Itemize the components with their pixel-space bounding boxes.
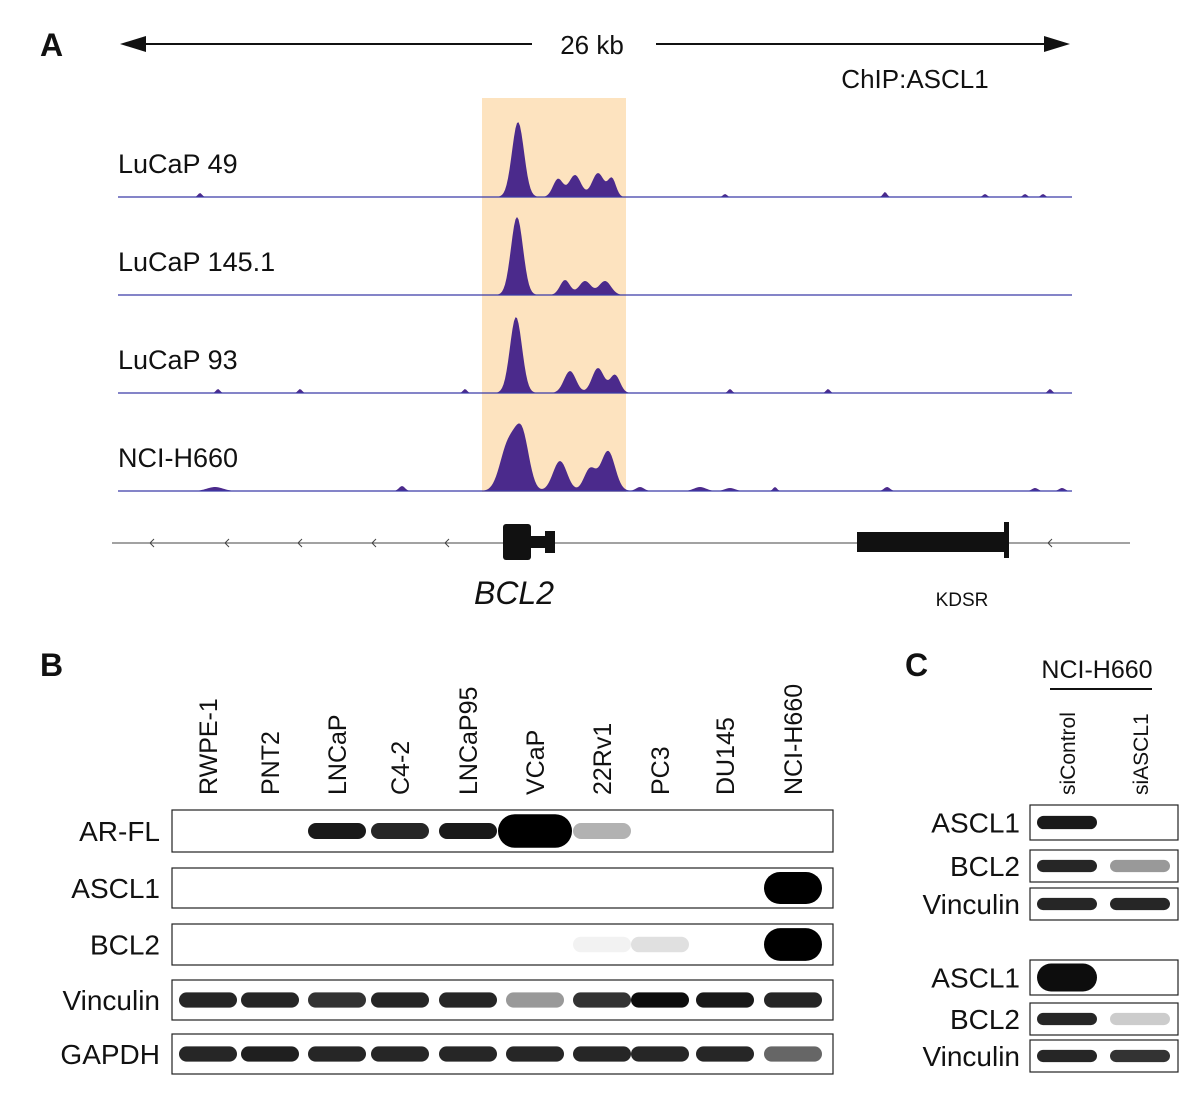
band (241, 992, 299, 1008)
band (1037, 859, 1097, 873)
band (439, 1046, 497, 1062)
band (371, 992, 429, 1008)
arrow-head (1044, 36, 1070, 52)
band (371, 1046, 429, 1062)
blot (1029, 849, 1179, 883)
row-label: AR-FL (79, 816, 160, 847)
signal-track (118, 122, 1072, 197)
gene-label: BCL2 (474, 575, 554, 611)
band (308, 992, 366, 1008)
band (696, 992, 754, 1008)
band (439, 992, 497, 1008)
panel-label: C (905, 647, 928, 683)
row-label: GAPDH (60, 1039, 160, 1070)
lane-label: 22Rv1 (589, 723, 617, 795)
row-label: ASCL1 (931, 808, 1020, 839)
band (573, 936, 631, 953)
strand-arrow (149, 538, 155, 548)
signal-track (118, 317, 1072, 393)
row-label: Vinculin (62, 985, 160, 1016)
band (573, 1046, 631, 1062)
band (506, 992, 564, 1008)
exon (857, 532, 1005, 552)
band (1037, 1049, 1097, 1063)
lane-label: PC3 (647, 746, 675, 795)
row-label: BCL2 (90, 930, 160, 961)
strand-arrow (444, 538, 450, 548)
band (308, 823, 366, 839)
band (241, 1046, 299, 1062)
exon (1004, 522, 1009, 558)
arrow-head (120, 36, 146, 52)
band (631, 936, 689, 953)
band (764, 992, 822, 1008)
panel-label: A (40, 27, 63, 63)
band (573, 992, 631, 1008)
track-label: LuCaP 145.1 (118, 247, 275, 277)
band (764, 1046, 822, 1062)
lane-label: DU145 (712, 717, 740, 795)
group-label: NCI-H660 (1041, 656, 1152, 684)
lane-label: NCI-H660 (780, 684, 808, 795)
band (1110, 1049, 1170, 1063)
band (371, 823, 429, 839)
strand-arrow (224, 538, 230, 548)
row-label: BCL2 (950, 1004, 1020, 1035)
signal-track (118, 423, 1072, 491)
exon (545, 531, 555, 553)
scale-label: 26 kb (560, 30, 624, 60)
band (631, 1046, 689, 1062)
band (696, 1046, 754, 1062)
strand-arrow (371, 538, 377, 548)
band (439, 823, 497, 839)
band (1110, 897, 1170, 911)
lane-label: RWPE-1 (195, 698, 223, 795)
chip-label: ChIP:ASCL1 (841, 64, 988, 94)
row-label: ASCL1 (931, 963, 1020, 994)
lane-label: VCaP (522, 730, 550, 795)
band (1110, 1012, 1170, 1026)
lane-label: C4-2 (387, 741, 415, 795)
band (573, 823, 631, 839)
row-label: Vinculin (922, 1041, 1020, 1072)
lane-label: LNCaP95 (455, 687, 483, 795)
row-label: BCL2 (950, 851, 1020, 882)
track-label: NCI-H660 (118, 443, 238, 473)
band (764, 872, 822, 904)
lane-label: LNCaP (324, 714, 352, 795)
lane-label: siControl (1057, 712, 1080, 795)
strand-arrow (297, 538, 303, 548)
blot (1029, 1002, 1179, 1036)
band (179, 992, 237, 1008)
exon (531, 536, 545, 548)
track-label: LuCaP 93 (118, 345, 238, 375)
band (764, 928, 822, 961)
band (1037, 897, 1097, 911)
blot (171, 923, 834, 966)
row-label: Vinculin (922, 889, 1020, 920)
band (1037, 963, 1097, 992)
lane-label: siASCL1 (1130, 713, 1153, 795)
band (308, 1046, 366, 1062)
band (498, 814, 572, 848)
track-label: LuCaP 49 (118, 149, 238, 179)
gene-label: KDSR (936, 590, 989, 611)
lane-label: PNT2 (257, 731, 285, 795)
row-label: ASCL1 (71, 873, 160, 904)
blot (171, 867, 834, 909)
strand-arrow (1047, 538, 1053, 548)
band (1037, 815, 1097, 830)
band (179, 1046, 237, 1062)
panel-label: B (40, 647, 63, 683)
band (631, 992, 689, 1008)
band (1037, 1012, 1097, 1026)
band (1110, 859, 1170, 873)
exon (503, 524, 531, 560)
band (506, 1046, 564, 1062)
